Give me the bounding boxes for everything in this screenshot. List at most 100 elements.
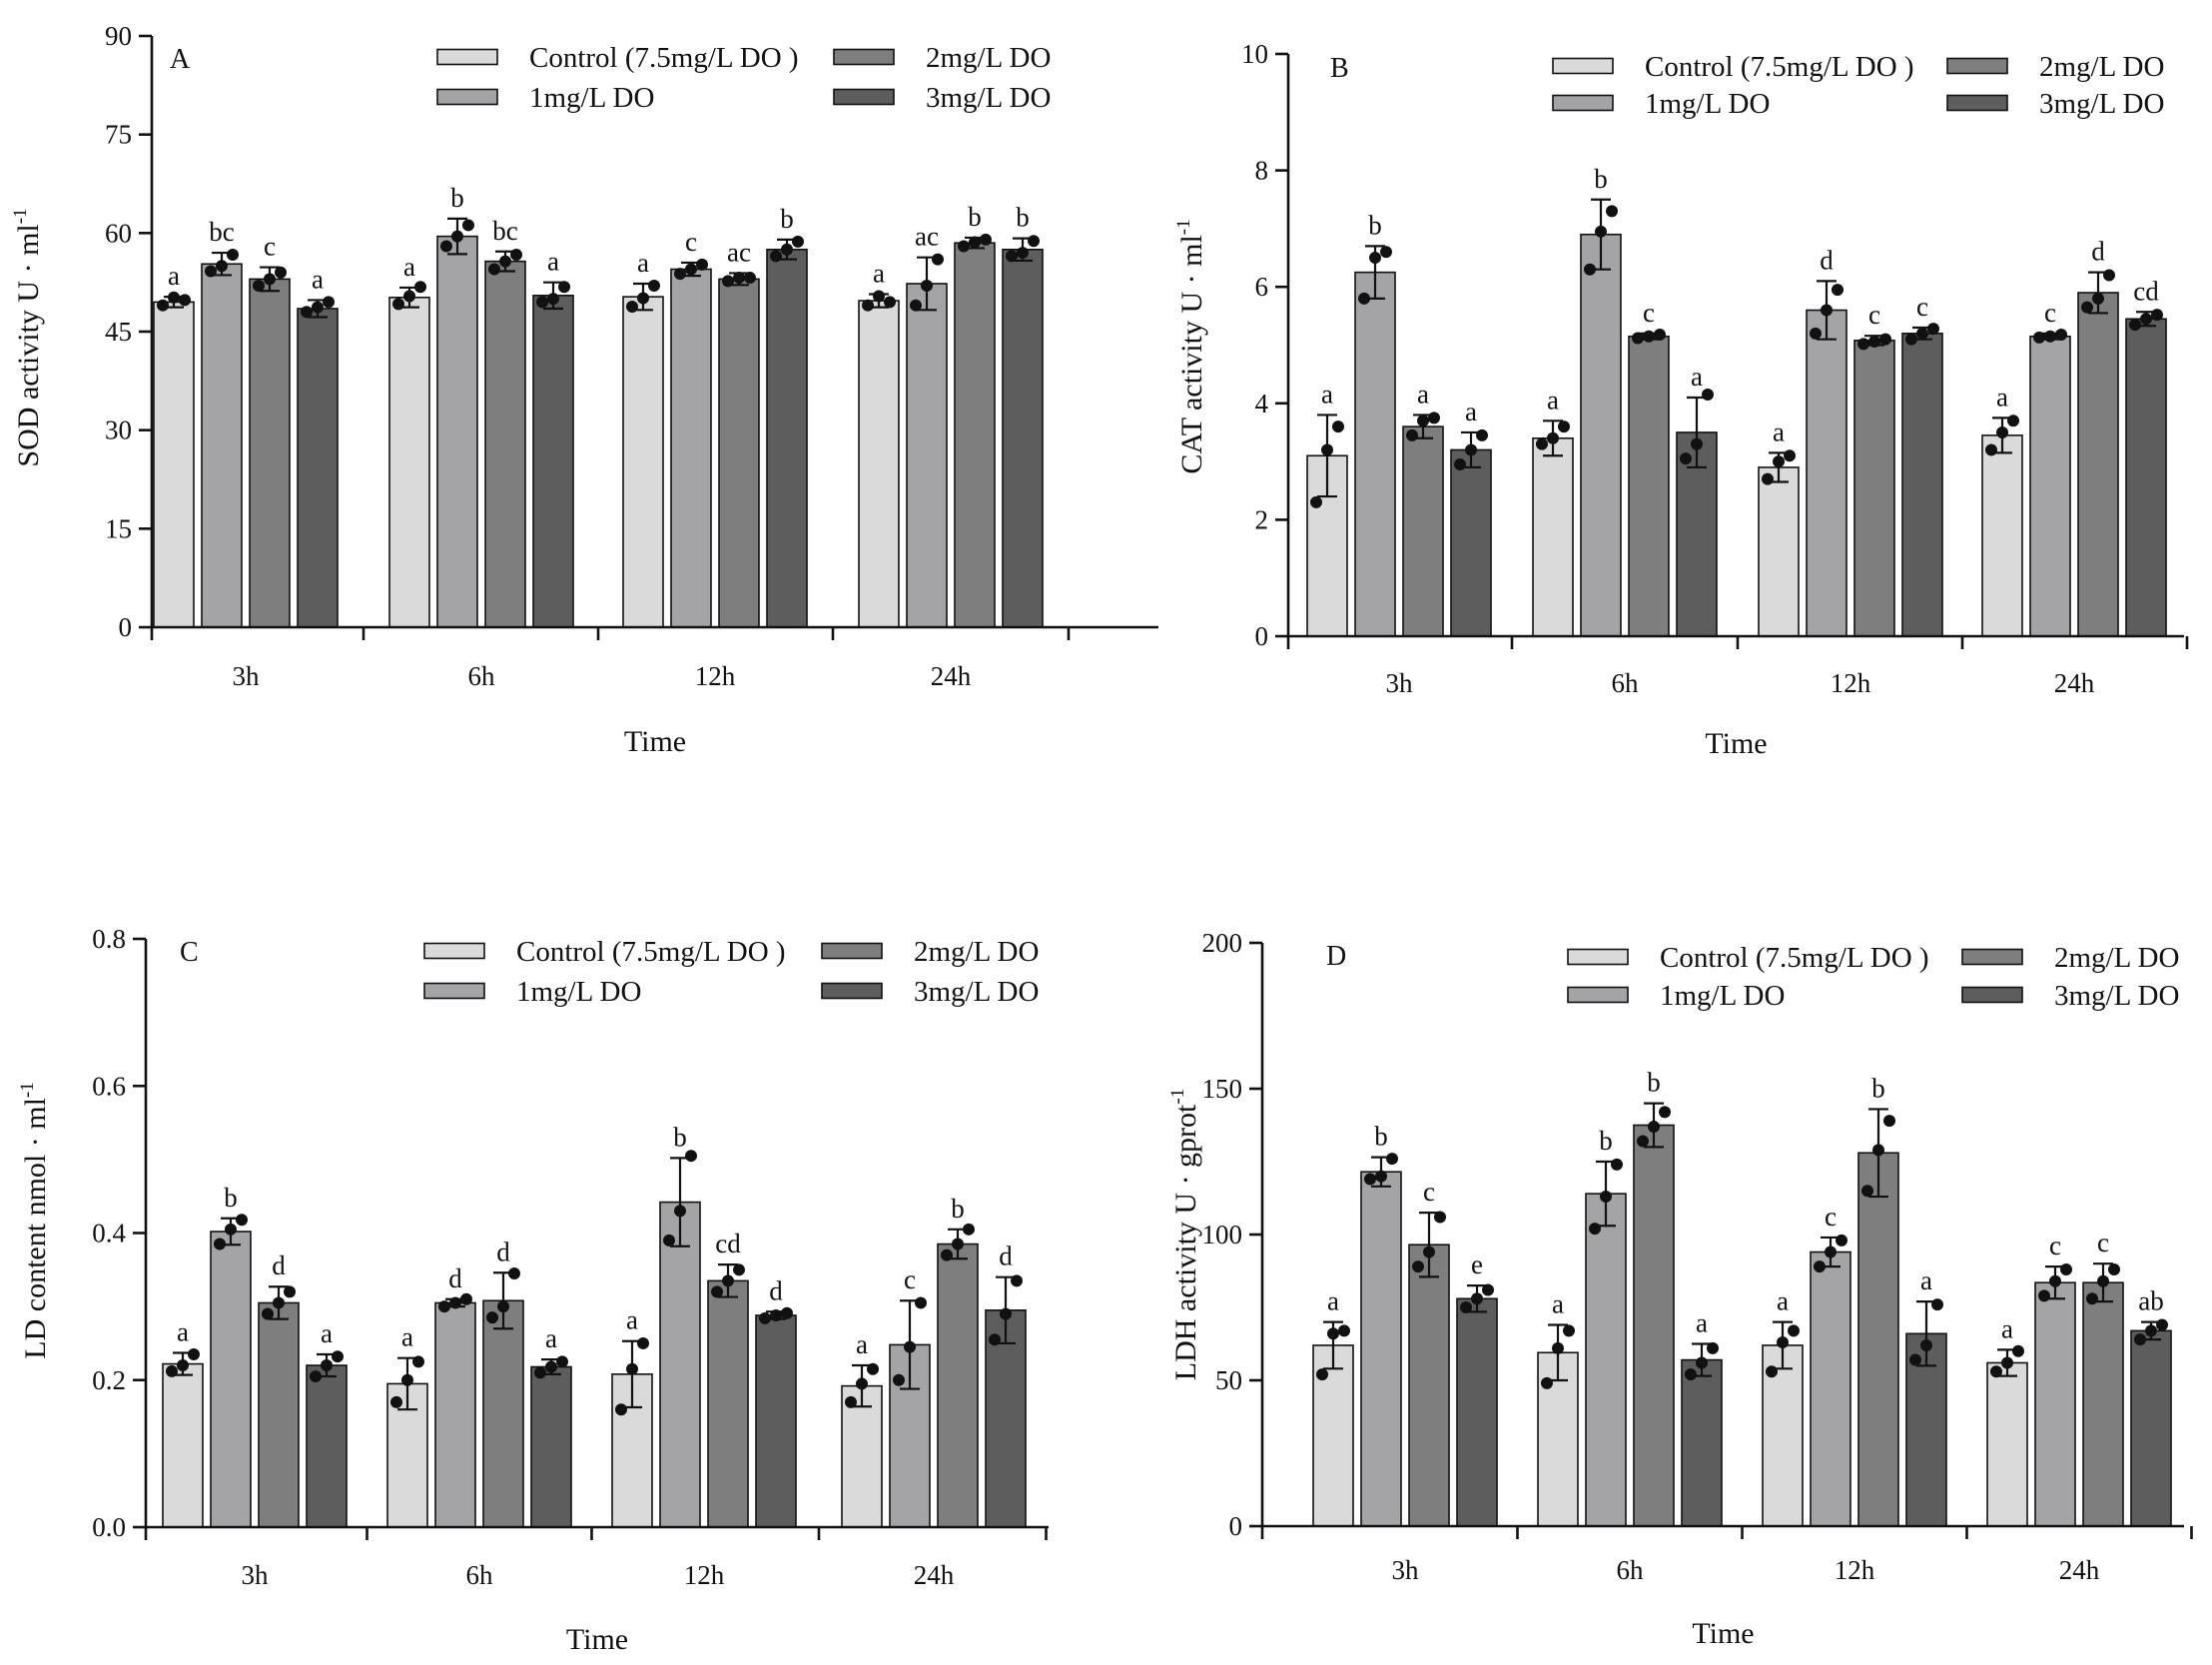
data-point xyxy=(1006,250,1018,263)
data-point xyxy=(216,260,228,273)
significance-letter: c xyxy=(1868,300,1880,330)
bar xyxy=(1857,1152,1899,1527)
x-tick-label: 24h xyxy=(2054,668,2095,698)
x-tick-label: 3h xyxy=(242,1560,270,1590)
data-point xyxy=(1814,1260,1826,1273)
data-point xyxy=(1434,1211,1446,1224)
significance-letter: a xyxy=(1696,1308,1708,1338)
data-point xyxy=(845,1395,857,1408)
bar xyxy=(2029,335,2071,637)
data-point xyxy=(2055,329,2067,342)
data-point xyxy=(510,249,522,262)
legend-swatch xyxy=(821,982,883,1000)
significance-letter: a xyxy=(1321,379,1333,409)
bar xyxy=(210,1231,252,1528)
data-point xyxy=(1909,1353,1921,1366)
x-tick-label: 24h xyxy=(931,661,972,691)
legend-label: 1mg/L DO xyxy=(516,976,641,1008)
data-point xyxy=(1406,428,1418,441)
x-tick-label: 3h xyxy=(233,661,261,691)
y-tick-label: 50 xyxy=(1215,1365,1242,1395)
x-tick-label: 6h xyxy=(1617,1555,1645,1585)
bar xyxy=(766,248,808,628)
data-point xyxy=(1996,425,2008,438)
data-point xyxy=(323,296,335,309)
series-4: e a a ab xyxy=(1456,1249,2172,1527)
data-point xyxy=(392,298,404,311)
data-point xyxy=(236,1214,248,1227)
data-point xyxy=(1685,1368,1697,1381)
legend-label: 3mg/L DO xyxy=(2054,980,2179,1012)
data-point xyxy=(893,1373,905,1386)
data-point xyxy=(663,1234,675,1247)
legend-swatch xyxy=(1552,57,1614,75)
data-point xyxy=(451,230,463,243)
significance-letter: b xyxy=(224,1183,238,1213)
data-point xyxy=(626,301,638,314)
data-point xyxy=(1589,1223,1601,1236)
data-point xyxy=(1595,225,1607,238)
bar xyxy=(162,1362,204,1528)
significance-letter: b xyxy=(968,202,982,232)
data-point xyxy=(312,301,324,314)
y-tick-label: 2 xyxy=(1255,504,1269,534)
y-tick-label: 200 xyxy=(1202,928,1243,958)
y-axis-title: SOD activity U · ml-1 xyxy=(10,208,45,466)
legend-label: 1mg/L DO xyxy=(1660,980,1785,1012)
data-point xyxy=(915,1296,927,1309)
significance-letter: b xyxy=(1368,210,1382,240)
legend-label: Control (7.5mg/L DO ) xyxy=(1660,942,1929,974)
data-point xyxy=(910,299,922,312)
legend-item: 1mg/L DO xyxy=(436,82,654,114)
y-tick-label: 15 xyxy=(105,513,132,543)
legend-item: Control (7.5mg/L DO ) xyxy=(423,936,786,968)
bar xyxy=(153,301,195,628)
significance-letter: c xyxy=(1825,1202,1837,1232)
data-point xyxy=(952,1238,964,1250)
data-point xyxy=(1563,1324,1575,1337)
significance-letter: c xyxy=(2049,1231,2061,1260)
data-point xyxy=(1471,1292,1483,1305)
data-point xyxy=(508,1266,520,1279)
data-point xyxy=(1654,329,1666,342)
significance-letter: b xyxy=(1647,1068,1661,1098)
significance-letter: cd xyxy=(715,1229,741,1258)
significance-letter: c xyxy=(264,232,276,262)
data-point xyxy=(1606,205,1618,218)
data-point xyxy=(770,250,782,263)
legend: Control (7.5mg/L DO ) 1mg/L DO 2mg/L DO 3mg… xyxy=(1552,51,2164,120)
data-point xyxy=(1541,1376,1553,1389)
data-point xyxy=(1836,1234,1847,1247)
bar xyxy=(1628,335,1670,637)
significance-letter: ab xyxy=(2138,1286,2163,1316)
data-point xyxy=(1011,1274,1023,1287)
legend-item: 3mg/L DO xyxy=(821,976,1039,1008)
data-point xyxy=(1766,1365,1778,1378)
data-point xyxy=(1332,420,1344,433)
data-point xyxy=(177,1359,189,1372)
legend-swatch xyxy=(833,88,895,106)
data-point xyxy=(1482,1283,1494,1296)
bar xyxy=(258,1301,300,1528)
significance-letter: b xyxy=(1016,203,1030,233)
data-point xyxy=(1773,455,1785,468)
data-point xyxy=(1832,284,1843,297)
data-point xyxy=(674,1205,686,1218)
legend-swatch xyxy=(1961,986,2023,1004)
significance-letter: a xyxy=(1773,416,1785,446)
data-point xyxy=(1648,1120,1660,1133)
bar xyxy=(670,268,712,628)
data-point xyxy=(963,1223,975,1236)
legend-label: Control (7.5mg/L DO ) xyxy=(516,936,786,968)
data-point xyxy=(214,1238,226,1250)
bar xyxy=(937,1243,979,1528)
data-point xyxy=(1659,1106,1671,1119)
bar xyxy=(954,242,996,628)
data-point xyxy=(1861,1185,1873,1198)
y-tick-label: 0.8 xyxy=(92,924,126,954)
data-point xyxy=(904,1340,916,1353)
data-point xyxy=(536,296,548,309)
data-point xyxy=(958,240,970,253)
